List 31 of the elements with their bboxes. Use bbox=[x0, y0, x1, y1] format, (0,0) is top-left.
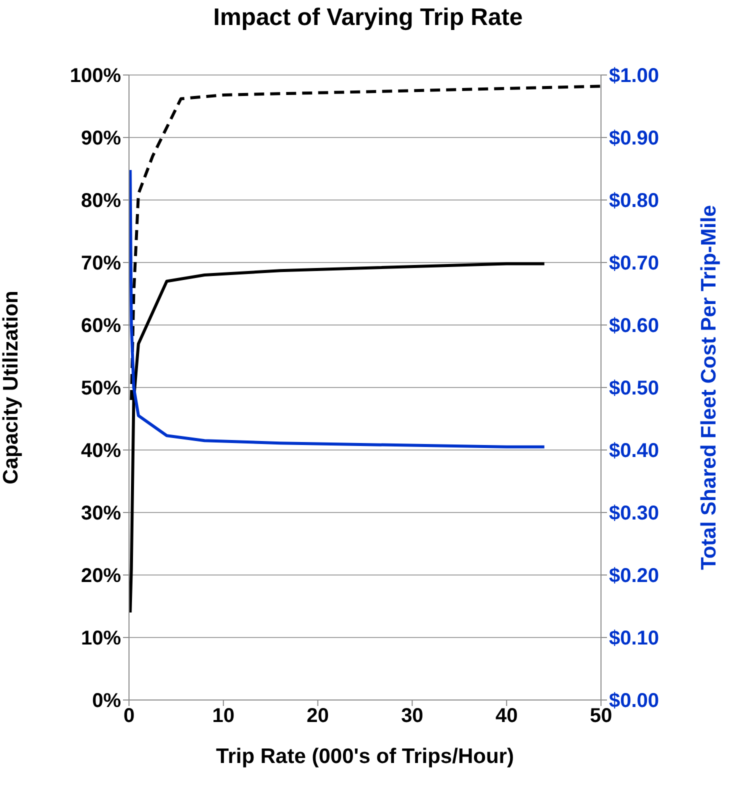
x-tick-label: 0 bbox=[123, 705, 135, 728]
y2-tick-label: $0.60 bbox=[609, 315, 660, 338]
y-tick-label: 90% bbox=[80, 128, 122, 150]
y-tick-label: 20% bbox=[80, 565, 122, 588]
y2-tick-label: $0.30 bbox=[609, 502, 660, 525]
y-axis-title: Capacity Utilization bbox=[0, 290, 22, 484]
y-tick-label: 80% bbox=[80, 190, 122, 212]
x-tick-label: 10 bbox=[212, 705, 235, 728]
y-tick-label: 30% bbox=[80, 502, 122, 525]
x-tick-label: 30 bbox=[401, 705, 424, 728]
y2-tick-label: $0.10 bbox=[609, 628, 660, 650]
y-tick-label: 100% bbox=[70, 65, 122, 88]
y2-axis-title: Total Shared Fleet Cost Per Trip-Mile bbox=[697, 205, 720, 570]
x-tick-label: 40 bbox=[495, 705, 518, 728]
y2-tick-label: $0.90 bbox=[609, 128, 660, 150]
x-axis-title: Trip Rate (000's of Trips/Hour) bbox=[216, 745, 514, 768]
y2-tick-label: $0.40 bbox=[609, 440, 660, 462]
y2-tick-label: $1.00 bbox=[609, 65, 660, 88]
y2-tick-label: $0.70 bbox=[609, 252, 660, 275]
chart-title: Impact of Varying Trip Rate bbox=[212, 4, 524, 32]
y-tick-label: 40% bbox=[80, 440, 122, 462]
line-series bbox=[129, 168, 546, 448]
y-tick-label: 50% bbox=[80, 378, 122, 400]
y2-tick-label: $0.50 bbox=[609, 378, 660, 400]
y2-tick-label: $0.20 bbox=[609, 565, 660, 588]
y-tick-label: 70% bbox=[80, 252, 122, 275]
y2-tick-label: $0.80 bbox=[609, 190, 660, 212]
y-tick-label: 60% bbox=[80, 315, 122, 338]
x-tick-label: 20 bbox=[306, 705, 329, 728]
y-tick-label: 10% bbox=[80, 628, 122, 650]
y-tick-label: 0% bbox=[92, 690, 122, 712]
